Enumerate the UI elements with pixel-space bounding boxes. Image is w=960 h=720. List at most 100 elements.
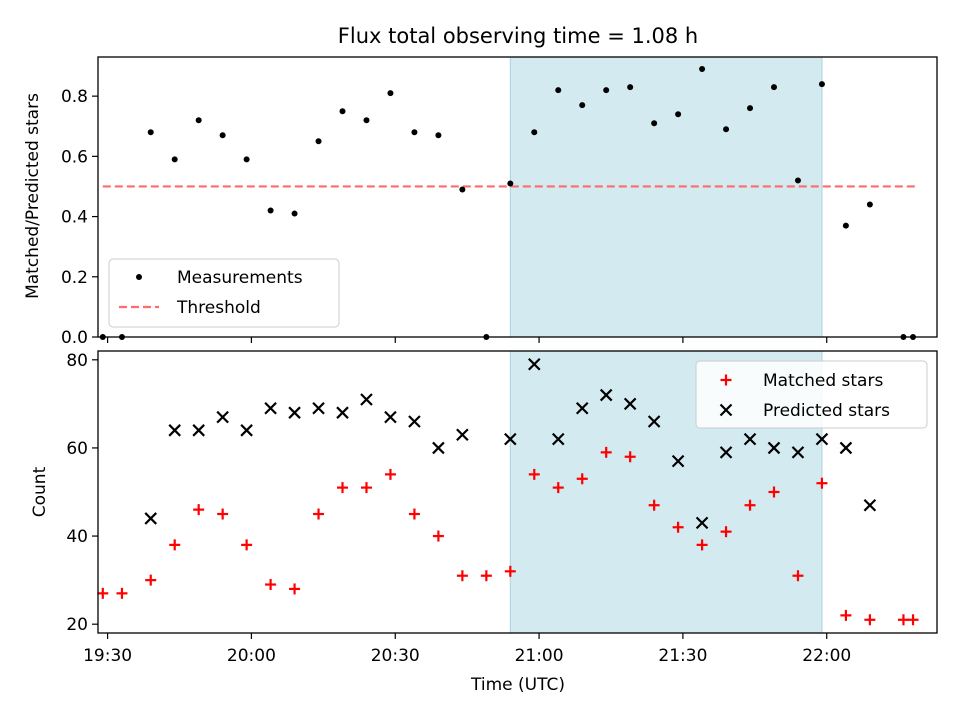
y-tick-label: 0.6 xyxy=(61,147,88,167)
x-axis-label: Time (UTC) xyxy=(470,675,565,695)
measurement-point xyxy=(675,111,682,118)
measurement-point xyxy=(219,132,226,139)
measurement-point xyxy=(315,138,322,145)
predicted-stars-point-b xyxy=(743,432,757,446)
y-tick-label: 60 xyxy=(66,439,88,459)
y-tick-label: 40 xyxy=(66,527,88,547)
measurement-point xyxy=(770,84,777,91)
predicted-stars-point xyxy=(791,446,805,459)
measurement-point xyxy=(363,117,370,124)
measurement-point xyxy=(531,129,538,136)
x-tick-label: 21:30 xyxy=(658,646,707,666)
measurement-point xyxy=(842,222,849,229)
matched-stars-point xyxy=(337,482,349,494)
predicted-stars-point-b xyxy=(575,402,589,415)
matched-stars-point xyxy=(193,504,205,516)
predicted-stars-point-b xyxy=(623,397,637,411)
predicted-stars-point xyxy=(168,424,181,437)
top-legend: Measurements Threshold xyxy=(108,258,340,328)
matched-stars-point xyxy=(408,508,420,520)
legend-predicted-label: Predicted stars xyxy=(763,401,890,421)
measurement-point xyxy=(411,129,418,136)
matched-stars-point xyxy=(648,499,660,511)
predicted-stars-point xyxy=(671,454,685,468)
matched-stars-point xyxy=(864,614,876,626)
shaded-region xyxy=(509,56,823,338)
predicted-stars-point xyxy=(432,441,445,455)
legend-box xyxy=(108,258,340,328)
predicted-stars-point xyxy=(719,446,733,459)
matched-stars-point xyxy=(217,508,229,520)
matched-stars-point xyxy=(744,499,756,511)
matched-stars-point xyxy=(816,477,828,489)
predicted-stars-point-b xyxy=(695,516,709,530)
predicted-stars-point-b xyxy=(312,402,325,415)
predicted-stars-point-b xyxy=(647,415,661,428)
matched-stars-point xyxy=(456,570,468,582)
predicted-stars-point-b xyxy=(360,393,373,406)
measurement-point xyxy=(794,177,801,184)
predicted-stars-point xyxy=(839,441,853,455)
matched-stars-point xyxy=(360,482,372,494)
measurement-point xyxy=(147,129,154,136)
x-tick-label: 19:30 xyxy=(83,646,132,666)
bottom-panel: 20 40 60 80 19:30 20:00 20:30 21:00 21:30 22:00 C… xyxy=(30,350,938,695)
predicted-stars-point-b xyxy=(216,410,229,424)
measurement-point xyxy=(627,84,634,91)
predicted-stars-point-b xyxy=(599,388,613,402)
predicted-stars-point xyxy=(360,393,373,406)
measurement-point xyxy=(435,132,442,139)
predicted-stars-point xyxy=(336,406,349,419)
matched-stars-point xyxy=(145,574,157,586)
matched-stars-point xyxy=(528,468,540,480)
predicted-stars-point-b xyxy=(551,432,565,446)
measurement-point xyxy=(699,66,706,73)
predicted-stars-point-b xyxy=(168,424,181,437)
bottom-legend: Matched stars Predicted stars xyxy=(695,360,928,429)
x-tick-label: 21:00 xyxy=(515,646,564,666)
predicted-stars-point-b xyxy=(767,441,781,455)
axes-frame xyxy=(97,350,938,634)
predicted-stars-point xyxy=(192,424,205,437)
y-tick-label: 0.8 xyxy=(61,87,88,107)
predicted-stars-point-b xyxy=(863,498,877,512)
matched-stars-point xyxy=(313,508,325,520)
y-tick-label: 0.4 xyxy=(61,208,88,228)
matched-stars-point xyxy=(792,570,804,582)
predicted-stars-point-b xyxy=(408,415,421,428)
predicted-stars-point-b xyxy=(432,441,445,455)
predicted-stars-point-b xyxy=(671,454,685,468)
predicted-stars-point xyxy=(767,441,781,455)
matched-stars-point xyxy=(480,570,492,582)
predicted-stars-point xyxy=(815,432,829,446)
predicted-stars-point xyxy=(575,402,589,415)
matched-stars-point xyxy=(720,526,732,538)
predicted-stars-point xyxy=(647,415,661,428)
measurement-point xyxy=(267,207,274,214)
matched-stars-point xyxy=(672,521,684,533)
predicted-stars-point xyxy=(408,415,421,428)
measurement-point xyxy=(866,201,873,208)
chart-title: Flux total observing time = 1.08 h xyxy=(338,24,698,48)
predicted-stars-point-b xyxy=(288,406,301,419)
matched-stars-point xyxy=(840,609,852,621)
matched-stars-point xyxy=(552,482,564,494)
matched-stars-point xyxy=(768,486,780,498)
matched-stars-point xyxy=(265,579,277,591)
matched-stars-point xyxy=(696,539,708,551)
x-tick-label: 22:00 xyxy=(802,646,851,666)
matched-stars-point xyxy=(241,539,253,551)
measurement-point xyxy=(387,90,394,97)
matched-stars-point xyxy=(600,446,612,458)
legend-matched-label: Matched stars xyxy=(763,371,883,391)
matched-stars-point xyxy=(576,473,588,485)
predicted-stars-point-b xyxy=(528,357,541,371)
predicted-stars-point-b xyxy=(264,402,277,415)
measurement-point xyxy=(555,87,562,94)
matched-stars-point xyxy=(897,614,909,626)
predicted-stars-point xyxy=(216,410,229,424)
predicted-stars-point xyxy=(240,424,253,437)
predicted-stars-point-b xyxy=(240,424,253,437)
predicted-stars-point xyxy=(623,397,637,411)
